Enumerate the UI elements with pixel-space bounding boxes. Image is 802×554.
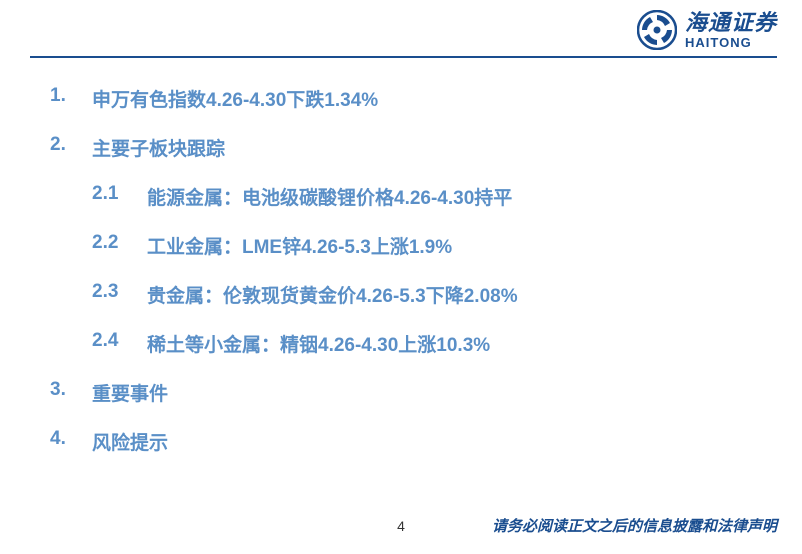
- toc-text: 申万有色指数4.26-4.30下跌1.34%: [92, 85, 378, 112]
- toc-number: 4.: [50, 428, 92, 455]
- toc-item: 4.风险提示: [50, 428, 752, 455]
- toc-number: 2.: [50, 134, 92, 161]
- toc-sub-item: 2.1能源金属：电池级碳酸锂价格4.26-4.30持平: [92, 183, 752, 210]
- disclaimer-text: 请务必阅读正文之后的信息披露和法律声明: [492, 515, 777, 536]
- toc-item: 3.重要事件: [50, 379, 752, 406]
- toc-sub-number: 2.1: [92, 183, 147, 210]
- logo-area: 海通证券 HAITONG: [637, 10, 777, 50]
- toc-sub-text: 稀土等小金属：精铟4.26-4.30上涨10.3%: [147, 330, 490, 357]
- toc-sub-item: 2.4稀土等小金属：精铟4.26-4.30上涨10.3%: [92, 330, 752, 357]
- toc-text: 风险提示: [92, 428, 168, 455]
- toc-sub-number: 2.4: [92, 330, 147, 357]
- toc-item: 1.申万有色指数4.26-4.30下跌1.34%: [50, 85, 752, 112]
- header: 海通证券 HAITONG: [0, 0, 802, 58]
- toc-sub-text: 贵金属：伦敦现货黄金价4.26-5.3下降2.08%: [147, 281, 518, 308]
- toc-item: 2.主要子板块跟踪: [50, 134, 752, 161]
- page-number: 4: [397, 518, 405, 534]
- toc-text: 重要事件: [92, 379, 168, 406]
- toc-number: 3.: [50, 379, 92, 406]
- toc-sub-number: 2.3: [92, 281, 147, 308]
- logo-english: HAITONG: [685, 36, 777, 49]
- table-of-contents: 1.申万有色指数4.26-4.30下跌1.34%2.主要子板块跟踪2.1能源金属…: [50, 85, 752, 477]
- toc-sub-text: 工业金属：LME锌4.26-5.3上涨1.9%: [147, 232, 452, 259]
- toc-sub-item: 2.2工业金属：LME锌4.26-5.3上涨1.9%: [92, 232, 752, 259]
- toc-sub-item: 2.3贵金属：伦敦现货黄金价4.26-5.3下降2.08%: [92, 281, 752, 308]
- logo-chinese: 海通证券: [685, 12, 777, 34]
- footer: 4 请务必阅读正文之后的信息披露和法律声明: [0, 515, 802, 536]
- header-divider: [30, 56, 777, 58]
- haitong-logo-icon: [637, 10, 677, 50]
- logo-text: 海通证券 HAITONG: [685, 12, 777, 49]
- toc-text: 主要子板块跟踪: [92, 134, 225, 161]
- toc-sub-number: 2.2: [92, 232, 147, 259]
- toc-number: 1.: [50, 85, 92, 112]
- toc-sub-text: 能源金属：电池级碳酸锂价格4.26-4.30持平: [147, 183, 512, 210]
